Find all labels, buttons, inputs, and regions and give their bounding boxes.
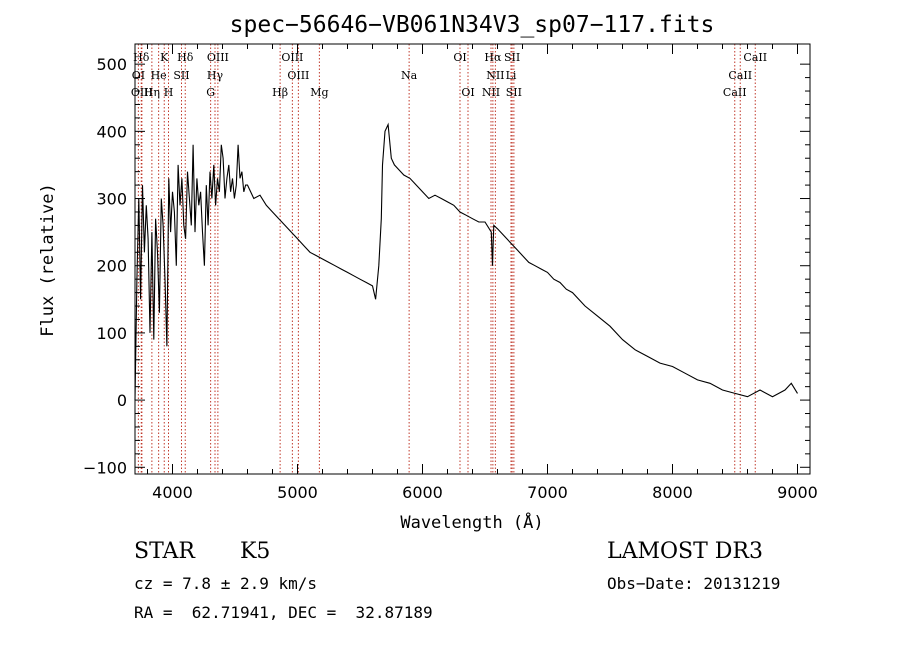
x-tick-label: 5000 [277,483,318,502]
y-axis-label: Flux (relative) [38,183,58,337]
spectral-line-label: OIII [287,69,309,82]
spectral-line-label: OI [132,69,145,82]
spectral-line-label: K [160,51,169,64]
spectral-line-label: Hδ [133,51,150,64]
y-tick-label: 0 [117,391,127,410]
spectral-line-label: Hγ [207,69,224,82]
x-tick-label: 4000 [152,483,193,502]
spectral-line-label: Na [401,69,418,82]
spectral-line-label: OI [461,86,474,99]
object-subclass: K5 [240,539,271,564]
spectral-line-label: H [164,86,174,99]
redshift-velocity: cz = 7.8 ± 2.9 km/s [134,574,318,593]
y-tick-label: −100 [83,458,127,477]
spectral-line-label: G [206,86,215,99]
spectral-line-label: He [151,69,167,82]
spectral-line-label: OIII [131,86,153,99]
survey-name: LAMOST DR3 [607,539,763,564]
spectral-line-label: Hα [484,51,502,64]
chart-title: spec−56646−VB061N34V3_sp07−117.fits [230,12,715,38]
object-class: STAR [134,539,195,564]
coordinates: RA = 62.71941, DEC = 32.87189 [134,603,433,622]
x-tick-label: 7000 [527,483,568,502]
spectral-line-label: OIII [281,51,303,64]
spectral-line-label: NII [482,86,500,99]
y-tick-label: 300 [96,190,127,209]
spectral-line-label: NII [486,69,504,82]
observation-date: Obs−Date: 20131219 [607,574,781,593]
spectral-line-label: CaII [743,51,767,64]
axis-ticks: 4000 5000 6000 7000 8000 9000 −100 0 100 200 300 40… [83,44,818,502]
spectral-line-label: Hη [144,86,160,99]
x-tick-label: 9000 [777,483,818,502]
spectral-line-label: SII [506,86,522,99]
spectral-line-label: OIII [207,51,229,64]
x-tick-label: 6000 [402,483,443,502]
spectral-line-label: Hδ [177,51,194,64]
spectrum-series-line [134,122,798,401]
spectral-line-label: CaII [723,86,747,99]
plot-frame [134,43,811,475]
y-tick-label: 100 [96,324,127,343]
y-tick-label: 500 [96,55,127,74]
spectral-line-label: SII [173,69,189,82]
spectral-line-label: Hβ [272,86,288,99]
spectral-line-markers [137,44,756,474]
x-tick-label: 8000 [652,483,693,502]
spectral-line-label: Li [506,69,517,82]
y-tick-label: 200 [96,257,127,276]
spectral-line-label: Mg [310,86,328,99]
spectral-line-label: CaII [728,69,752,82]
spectral-line-label: SII [504,51,520,64]
y-tick-label: 400 [96,122,127,141]
x-axis-label: Wavelength (Å) [400,511,543,533]
spectral-line-label: OI [453,51,466,64]
